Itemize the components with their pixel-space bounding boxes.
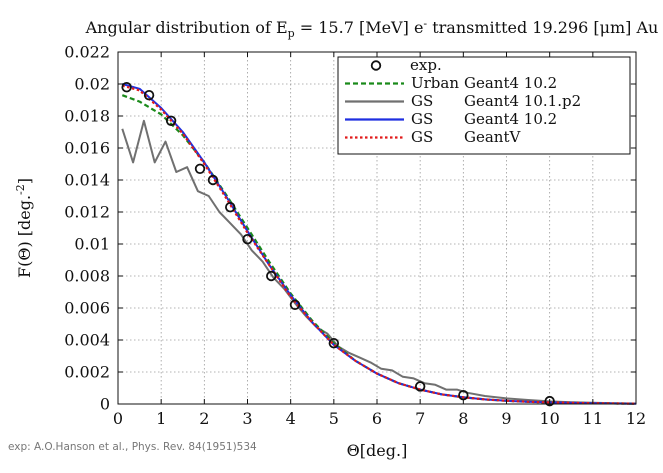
x-tick-label: 10 — [539, 409, 559, 428]
exp-marker — [121, 81, 132, 93]
y-tick-label: 0.014 — [64, 171, 110, 190]
exp-marker — [544, 395, 555, 407]
y-tick-label: 0.016 — [64, 139, 110, 158]
chart-title: Angular distribution of Ep = 15.7 [MeV] … — [85, 17, 659, 40]
y-tick-label: 0.008 — [64, 267, 110, 286]
series-layer — [121, 81, 637, 407]
y-axis-label: F(Θ) [deg.-2] — [14, 178, 34, 278]
tick-layer: 0 1 2 3 4 5 6 7 8 9 10 11 1200.0020.0040.0060.0080.0… — [64, 43, 646, 429]
y-tick-label: 0.02 — [74, 75, 110, 94]
y-tick-label: 0.022 — [64, 43, 110, 62]
exp-marker — [143, 89, 155, 101]
legend-marker-exp — [370, 60, 382, 71]
x-tick-label: 3 — [242, 409, 252, 428]
reference-note: exp: A.O.Hanson et al., Phys. Rev. 84(19… — [8, 441, 257, 453]
y-tick-label: 0.01 — [74, 235, 110, 254]
x-tick-label: 8 — [458, 409, 468, 428]
legend-label-exp: exp. — [410, 56, 442, 74]
exp-marker — [289, 299, 301, 311]
exp-marker — [194, 163, 206, 175]
legend-version-3: Geant4 10.2 — [464, 110, 557, 128]
y-tick-label: 0.012 — [64, 203, 110, 222]
y-tick-label: 0 — [100, 395, 110, 414]
x-tick-label: 1 — [156, 409, 166, 428]
legend-version-1: Geant4 10.2 — [464, 74, 557, 92]
y-tick-label: 0.002 — [64, 363, 110, 382]
x-tick-label: 9 — [501, 409, 511, 428]
x-tick-label: 7 — [415, 409, 425, 428]
y-tick-label: 0.006 — [64, 299, 110, 318]
x-tick-label: 0 — [113, 409, 123, 428]
legend-version-4: GeantV — [464, 128, 521, 146]
x-tick-label: 5 — [329, 409, 339, 428]
legend-model-2: GS — [411, 92, 433, 110]
legend-model-1: Urban — [411, 74, 459, 92]
legend-model-3: GS — [411, 110, 433, 128]
x-axis-label: Θ[deg.] — [347, 441, 408, 460]
exp-marker — [207, 174, 219, 186]
exp-marker — [328, 338, 340, 349]
exp-marker — [266, 270, 277, 282]
y-tick-label: 0.004 — [64, 331, 110, 350]
legend: exp.Urban Geant4 10.2 GS Geant4 10.1.p2 GS Ge… — [337, 56, 631, 155]
y-tick-label: 0.018 — [64, 107, 110, 126]
legend-version-2: Geant4 10.1.p2 — [464, 92, 581, 110]
exp-marker — [225, 201, 236, 213]
exp-marker — [414, 381, 426, 392]
x-tick-label: 4 — [286, 409, 296, 428]
legend-model-4: GS — [411, 128, 433, 146]
x-tick-label: 6 — [372, 409, 382, 428]
x-tick-label: 11 — [583, 409, 603, 428]
exp-marker — [242, 233, 253, 245]
exp-marker — [165, 115, 177, 127]
series-line-4 — [122, 84, 637, 405]
x-tick-label: 2 — [199, 409, 209, 428]
x-tick-label: 12 — [626, 409, 646, 428]
